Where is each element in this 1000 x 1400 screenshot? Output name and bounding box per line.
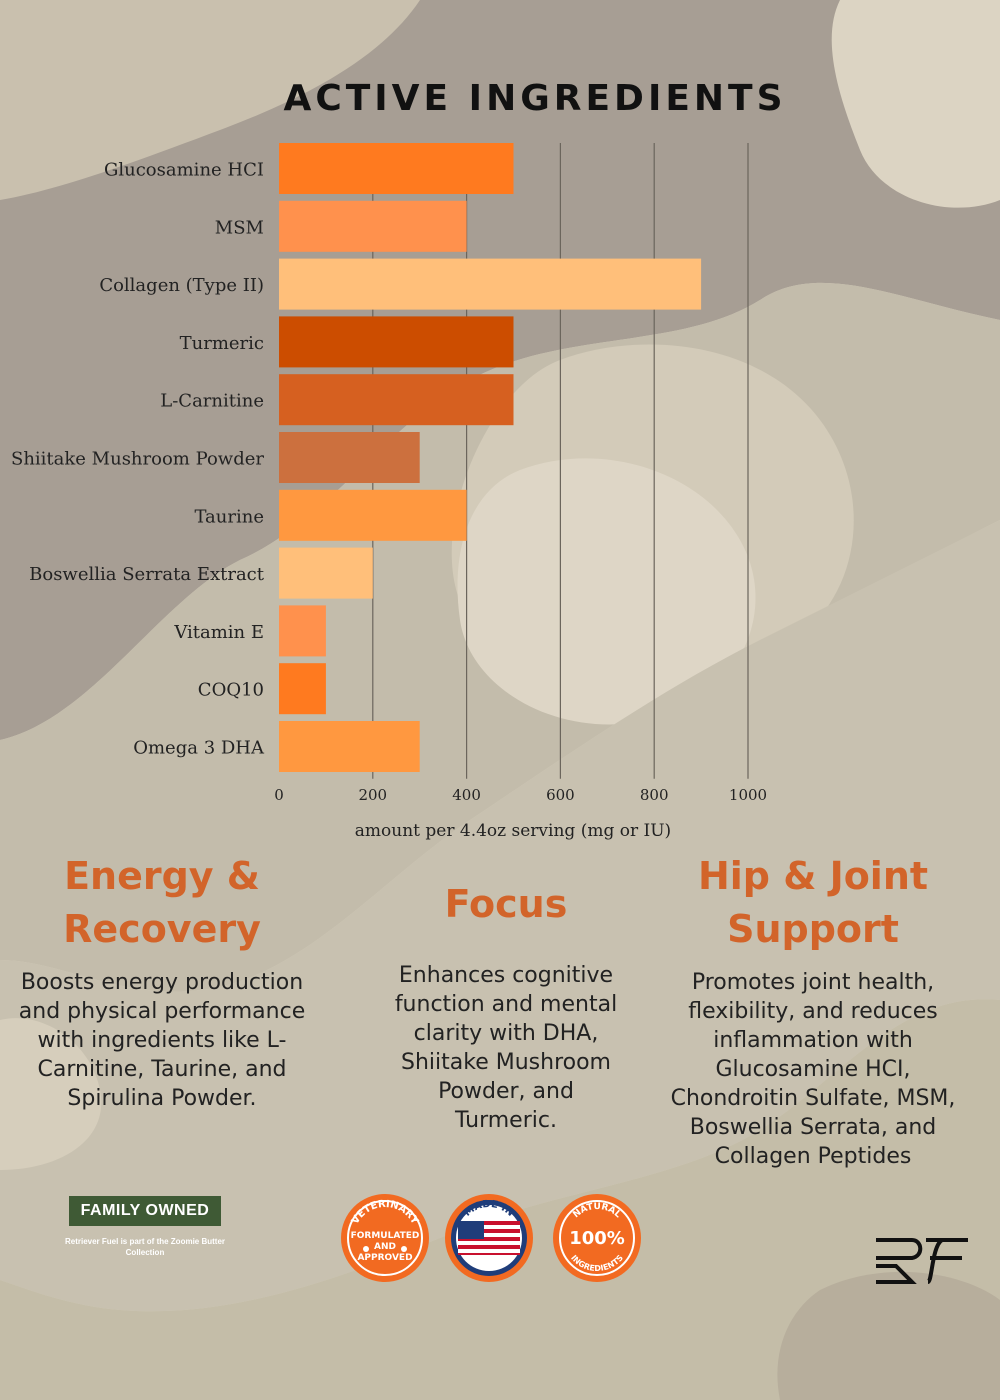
bar	[279, 432, 420, 483]
bar	[279, 663, 326, 715]
paw-icon	[363, 1246, 369, 1252]
benefit-text: Enhances cognitive function and mental c…	[394, 963, 618, 1133]
category-label: COQ10	[198, 680, 264, 701]
benefit-title: Focus	[444, 882, 568, 926]
benefit-text: Promotes joint health, flexibility, and …	[670, 970, 956, 1169]
paw-icon	[401, 1246, 407, 1252]
category-label: Shiitake Mushroom Powder	[11, 449, 264, 470]
benefit-title: Hip & Joint Support	[697, 854, 929, 951]
chart-tick-labels: 0 200 400 600 800 1000	[274, 786, 767, 804]
benefit-focus: Focus Enhances cognitive function and me…	[356, 878, 656, 1135]
bar	[279, 547, 373, 599]
made-in-usa-badge: MADE IN USA	[445, 1194, 533, 1282]
benefit-title: Energy & Recovery	[63, 854, 261, 951]
chart-category-labels: Glucosamine HCI MSM Collagen (Type II) Turm…	[11, 160, 265, 759]
usa-badge-bottom: USA	[477, 1261, 500, 1272]
chart-title: ACTIVE INGREDIENTS	[283, 78, 787, 119]
x-axis-label: amount per 4.4oz serving (mg or IU)	[355, 821, 671, 841]
brand-logo: RF	[876, 1238, 968, 1284]
category-label: Turmeric	[180, 333, 264, 354]
x-tick-label: 0	[274, 786, 284, 804]
x-tick-label: 600	[546, 786, 575, 804]
benefit-hip-joint: Hip & Joint Support Promotes joint healt…	[663, 850, 963, 1171]
veterinary-approved-badge: VETERINARY FORMULATED AND APPROVED	[341, 1194, 429, 1282]
chart-bars	[279, 143, 702, 772]
vet-badge-line3: APPROVED	[357, 1253, 412, 1263]
category-label: Boswellia Serrata Extract	[29, 564, 265, 585]
benefit-text: Boosts energy production and physical pe…	[18, 970, 306, 1111]
us-flag-icon	[458, 1221, 520, 1255]
bar	[279, 143, 514, 194]
bar	[279, 374, 514, 426]
vet-badge-line1: FORMULATED	[351, 1231, 420, 1241]
category-label: Vitamin E	[173, 622, 264, 643]
category-label: Omega 3 DHA	[133, 738, 265, 759]
x-tick-label: 1000	[729, 786, 767, 804]
bar	[279, 258, 702, 310]
natural-ingredients-badge: NATURAL 100% INGREDIENTS	[553, 1194, 641, 1282]
badge-row: VETERINARY FORMULATED AND APPROVED MADE …	[340, 1193, 650, 1285]
x-tick-label: 400	[452, 786, 481, 804]
x-tick-label: 800	[640, 786, 669, 804]
bar	[279, 605, 326, 657]
family-owned-banner: FAMILY OWNED	[56, 1196, 234, 1228]
benefit-energy-recovery: Energy & Recovery Boosts energy producti…	[12, 850, 312, 1113]
bar-chart: Glucosamine HCI MSM Collagen (Type II) Turm…	[11, 143, 767, 841]
x-tick-label: 200	[358, 786, 387, 804]
family-owned-note: Retriever Fuel is part of the Zoomie But…	[64, 1237, 226, 1257]
category-label: MSM	[215, 217, 264, 238]
category-label: Taurine	[194, 506, 264, 527]
category-label: Collagen (Type II)	[99, 275, 264, 296]
bar	[279, 316, 514, 368]
bar	[279, 721, 420, 772]
category-label: L-Carnitine	[160, 391, 264, 412]
category-label: Glucosamine HCI	[104, 160, 264, 181]
vet-badge-line2: AND	[374, 1242, 396, 1252]
family-owned-badge: FAMILY OWNED Retriever Fuel is part of t…	[56, 1196, 234, 1258]
bar	[279, 489, 467, 541]
natural-badge-percent: 100%	[569, 1228, 625, 1249]
bar	[279, 200, 467, 252]
